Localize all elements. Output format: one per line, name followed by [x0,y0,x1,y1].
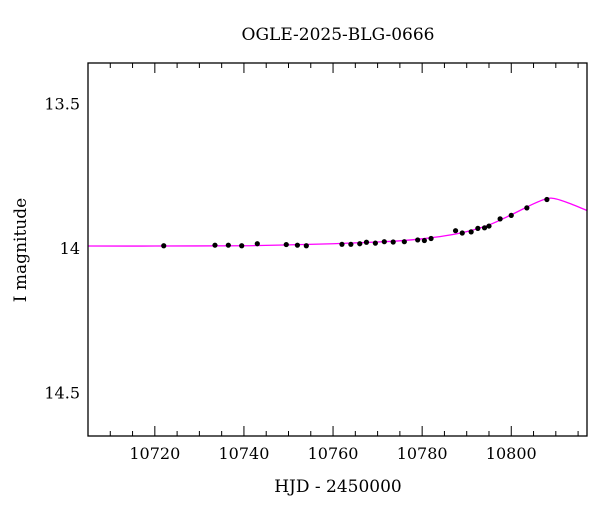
data-point [475,225,481,231]
data-point [486,223,492,229]
model-curve [88,197,587,247]
tick-labels: 10720 10740 10760 10780 10800 13.5 14 14.5 [44,94,536,463]
data-point [254,241,260,247]
data-point [421,237,427,244]
data-point [372,240,378,246]
x-tick-label: 10720 [129,444,180,463]
y-tick-label: 14 [60,239,80,258]
data-point [468,229,474,235]
data-point [544,196,550,203]
data-point [415,237,421,243]
data-point [283,241,289,248]
chart-title: OGLE-2025-BLG-0666 [242,25,435,45]
data-point [428,235,434,242]
data-point [239,243,245,249]
x-tick-label: 10780 [397,444,448,463]
data-point [303,243,309,249]
y-tick-label: 14.5 [44,384,80,403]
y-tick-label: 13.5 [44,94,80,113]
axis-ticks [87,63,579,436]
model-curve-layer [88,197,587,247]
data-point [390,239,396,245]
data-point [348,241,354,247]
data-point [225,242,231,248]
data-point [161,243,167,249]
data-point [508,212,514,218]
data-point [381,239,387,245]
data-point [212,242,218,248]
y-axis-label: I magnitude [11,198,31,302]
data-points-layer [161,196,550,249]
data-point [497,216,503,222]
x-tick-label: 10740 [218,444,269,463]
data-point [363,239,370,245]
x-tick-label: 10800 [486,444,537,463]
data-point [294,242,301,248]
data-point [339,241,345,247]
data-point [357,241,363,247]
data-point [481,225,488,231]
x-tick-label: 10760 [308,444,359,463]
data-point [524,205,530,211]
data-point [459,230,465,236]
data-point [452,228,459,234]
x-axis-label: HJD - 2450000 [274,477,402,497]
data-point [401,239,407,245]
plot-frame [87,62,588,437]
